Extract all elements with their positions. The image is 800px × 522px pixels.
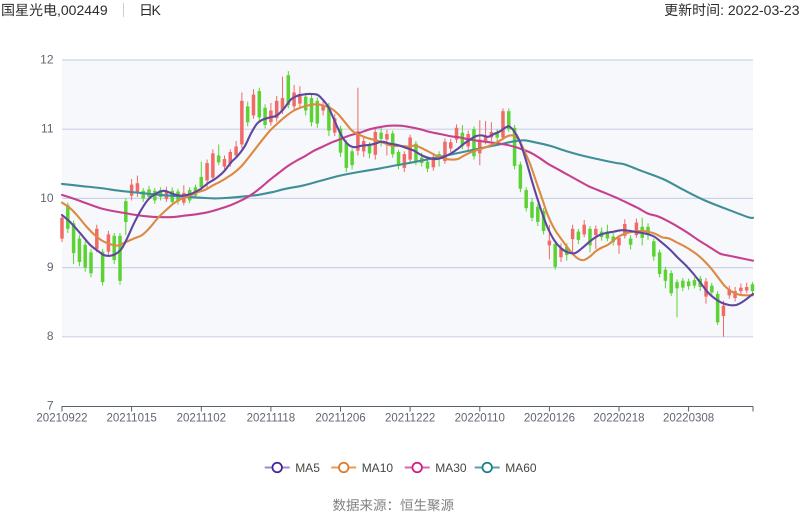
svg-text:8: 8 xyxy=(47,329,54,343)
svg-text:20220218: 20220218 xyxy=(593,412,644,424)
svg-text:K: K xyxy=(152,2,162,18)
svg-text:20220126: 20220126 xyxy=(524,412,575,424)
svg-text:20211102: 20211102 xyxy=(177,412,226,424)
svg-text:20211015: 20211015 xyxy=(106,412,156,424)
svg-text:MA5: MA5 xyxy=(295,461,320,475)
svg-text:MA60: MA60 xyxy=(505,461,537,475)
svg-text:7: 7 xyxy=(47,398,54,412)
svg-text:MA30: MA30 xyxy=(435,461,467,475)
svg-text:MA10: MA10 xyxy=(362,461,394,475)
svg-text:20220308: 20220308 xyxy=(663,412,714,424)
svg-text:20211222: 20211222 xyxy=(385,412,435,424)
svg-text:20211206: 20211206 xyxy=(315,412,365,424)
svg-text:20220110: 20220110 xyxy=(455,412,505,424)
svg-text:10: 10 xyxy=(40,191,54,205)
svg-text:9: 9 xyxy=(47,260,54,274)
svg-text:11: 11 xyxy=(41,122,54,136)
svg-text:20211118: 20211118 xyxy=(247,412,296,424)
svg-text:: 2022-03-23: : 2022-03-23 xyxy=(720,2,800,18)
svg-text:12: 12 xyxy=(40,52,54,66)
svg-text:20210922: 20210922 xyxy=(36,412,87,424)
svg-text:,002449: ,002449 xyxy=(57,2,108,18)
